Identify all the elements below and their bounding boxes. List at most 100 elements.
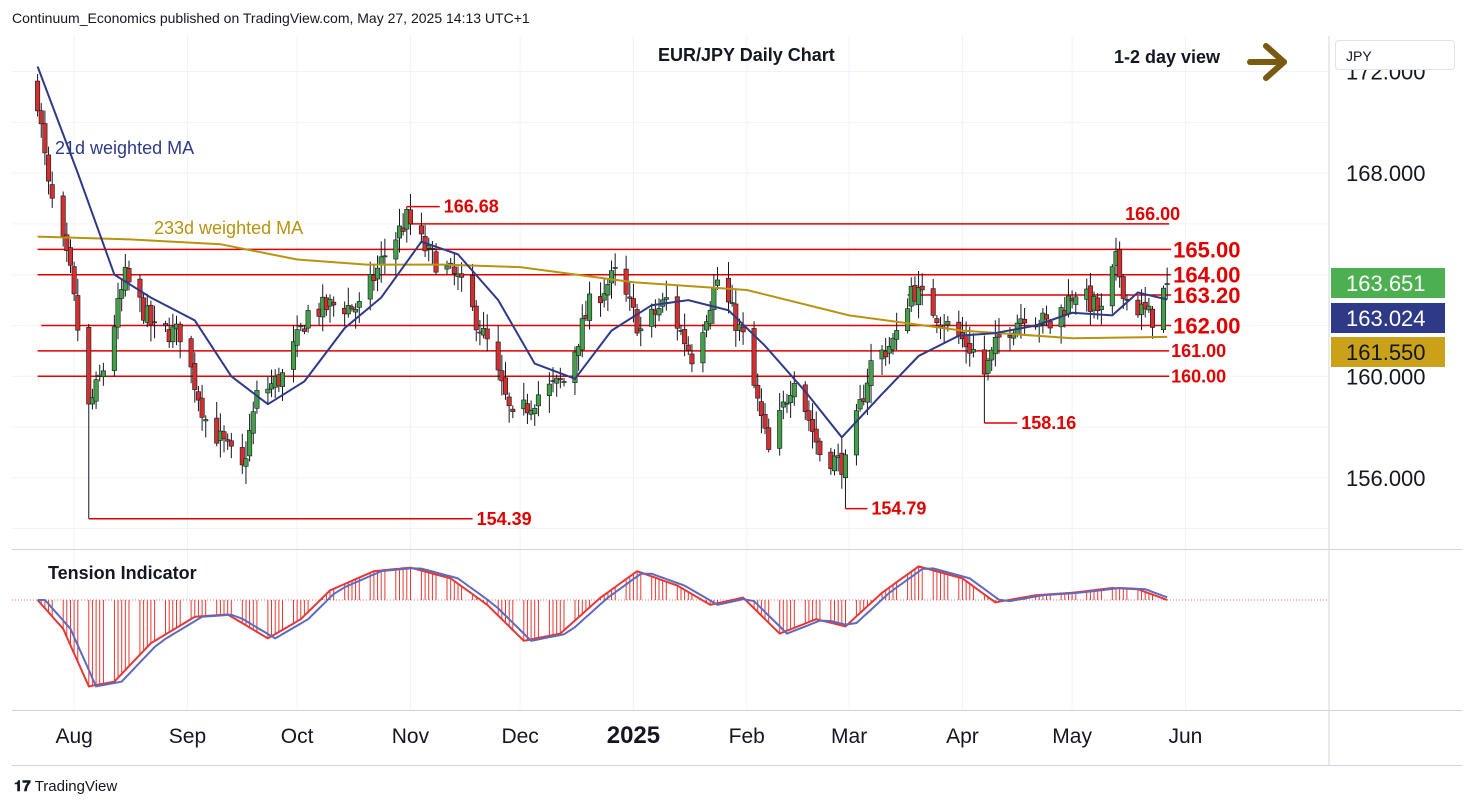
currency-selector[interactable]: JPY bbox=[1335, 40, 1455, 70]
candle-body bbox=[817, 440, 823, 455]
candle-body bbox=[71, 266, 77, 295]
candle-body bbox=[557, 378, 563, 381]
candle-body bbox=[905, 308, 911, 331]
price-badge-label: 163.024 bbox=[1346, 306, 1426, 331]
candle-body bbox=[766, 427, 772, 450]
candle-body bbox=[740, 326, 746, 333]
candle-body bbox=[663, 297, 669, 300]
annotation-label: 154.39 bbox=[477, 509, 532, 529]
candle-body bbox=[1161, 287, 1167, 331]
candle-body bbox=[601, 293, 607, 301]
candle-body bbox=[704, 321, 710, 331]
candle-body bbox=[495, 341, 501, 371]
candle-body bbox=[1117, 249, 1123, 278]
candle-body bbox=[813, 428, 819, 443]
candle-body bbox=[38, 110, 44, 125]
candle-body bbox=[188, 338, 194, 368]
price-badge-label: 163.651 bbox=[1346, 271, 1426, 296]
candle-body bbox=[996, 334, 1002, 338]
candle-body bbox=[638, 328, 644, 331]
candle-body bbox=[353, 309, 359, 313]
x-tick-label: Nov bbox=[392, 725, 430, 748]
candle-body bbox=[970, 349, 976, 353]
candle-body bbox=[685, 344, 691, 351]
candle-body bbox=[700, 332, 706, 364]
candle-body bbox=[649, 308, 655, 327]
candle-body bbox=[331, 301, 337, 306]
candle-body bbox=[725, 277, 731, 303]
candle-body bbox=[919, 285, 925, 291]
candle-body bbox=[177, 323, 183, 343]
tradingview-brand: 𝟏𝟕 TradingView bbox=[14, 778, 117, 795]
candle-body bbox=[429, 247, 435, 250]
chart-title: EUR/JPY Daily Chart bbox=[658, 45, 835, 65]
candle-body bbox=[400, 227, 406, 232]
level-label: 165.00 bbox=[1173, 237, 1240, 262]
candle-body bbox=[715, 279, 721, 286]
candle-body bbox=[506, 396, 512, 407]
candle-body bbox=[86, 327, 92, 405]
candle-body bbox=[729, 302, 735, 304]
candle-body bbox=[627, 296, 633, 299]
candle-body bbox=[762, 414, 768, 429]
candle-body bbox=[576, 346, 582, 356]
candle-body bbox=[1098, 305, 1104, 310]
candlesticks bbox=[35, 74, 1170, 519]
candle-body bbox=[864, 382, 870, 403]
candle-body bbox=[433, 251, 439, 273]
candle-body bbox=[916, 287, 922, 306]
candle-body bbox=[239, 447, 245, 466]
annotation-label: 158.16 bbox=[1021, 413, 1076, 433]
candle-body bbox=[100, 370, 106, 378]
candle-body bbox=[247, 430, 253, 457]
candle-body bbox=[890, 337, 896, 350]
level-label: 166.00 bbox=[1125, 204, 1180, 224]
candle-body bbox=[784, 402, 790, 405]
publisher-header: Continuum_Economics published on Trading… bbox=[12, 10, 530, 26]
candle-body bbox=[532, 407, 538, 415]
candle-body bbox=[294, 329, 300, 346]
candle-body bbox=[1047, 321, 1053, 329]
price-badge-label: 161.550 bbox=[1346, 340, 1426, 365]
candle-body bbox=[49, 184, 55, 199]
candle-body bbox=[280, 372, 286, 387]
candle-body bbox=[1120, 276, 1126, 299]
x-tick-label: Oct bbox=[281, 725, 314, 748]
candle-body bbox=[806, 410, 812, 421]
candle-body bbox=[1011, 332, 1017, 339]
candle-body bbox=[802, 384, 808, 412]
candle-body bbox=[67, 247, 73, 266]
candle-body bbox=[111, 326, 117, 371]
candle-body bbox=[152, 321, 158, 324]
candle-body bbox=[382, 255, 388, 258]
candle-body bbox=[886, 345, 892, 354]
ma233-label: 233d weighted MA bbox=[154, 218, 303, 238]
candle-body bbox=[265, 388, 271, 394]
view-label: 1-2 day view bbox=[1114, 47, 1221, 67]
candle-body bbox=[857, 399, 863, 410]
brand-name: TradingView bbox=[34, 778, 118, 795]
candle-body bbox=[883, 350, 889, 358]
candle-body bbox=[345, 305, 351, 315]
candle-body bbox=[894, 330, 900, 340]
candle-body bbox=[367, 274, 373, 300]
candle-body bbox=[579, 318, 585, 351]
x-axis[interactable]: Aug Sep Oct Nov Dec 2025 Feb Mar Apr May Jun bbox=[55, 722, 1202, 749]
x-tick-label: Aug bbox=[55, 725, 92, 748]
candle-body bbox=[546, 383, 552, 396]
x-tick-label: Sep bbox=[169, 725, 206, 748]
candle-body bbox=[119, 289, 125, 299]
candle-body bbox=[163, 323, 169, 327]
candle-body bbox=[356, 301, 362, 308]
x-tick-label: Apr bbox=[946, 725, 979, 748]
candle-body bbox=[444, 265, 450, 270]
candle-body bbox=[451, 266, 457, 275]
candle-body bbox=[75, 295, 81, 331]
candle-body bbox=[115, 298, 121, 328]
candle-body bbox=[634, 309, 640, 334]
candle-body bbox=[831, 455, 837, 472]
tension-signal-line bbox=[36, 565, 1168, 688]
candle-body bbox=[243, 458, 249, 467]
